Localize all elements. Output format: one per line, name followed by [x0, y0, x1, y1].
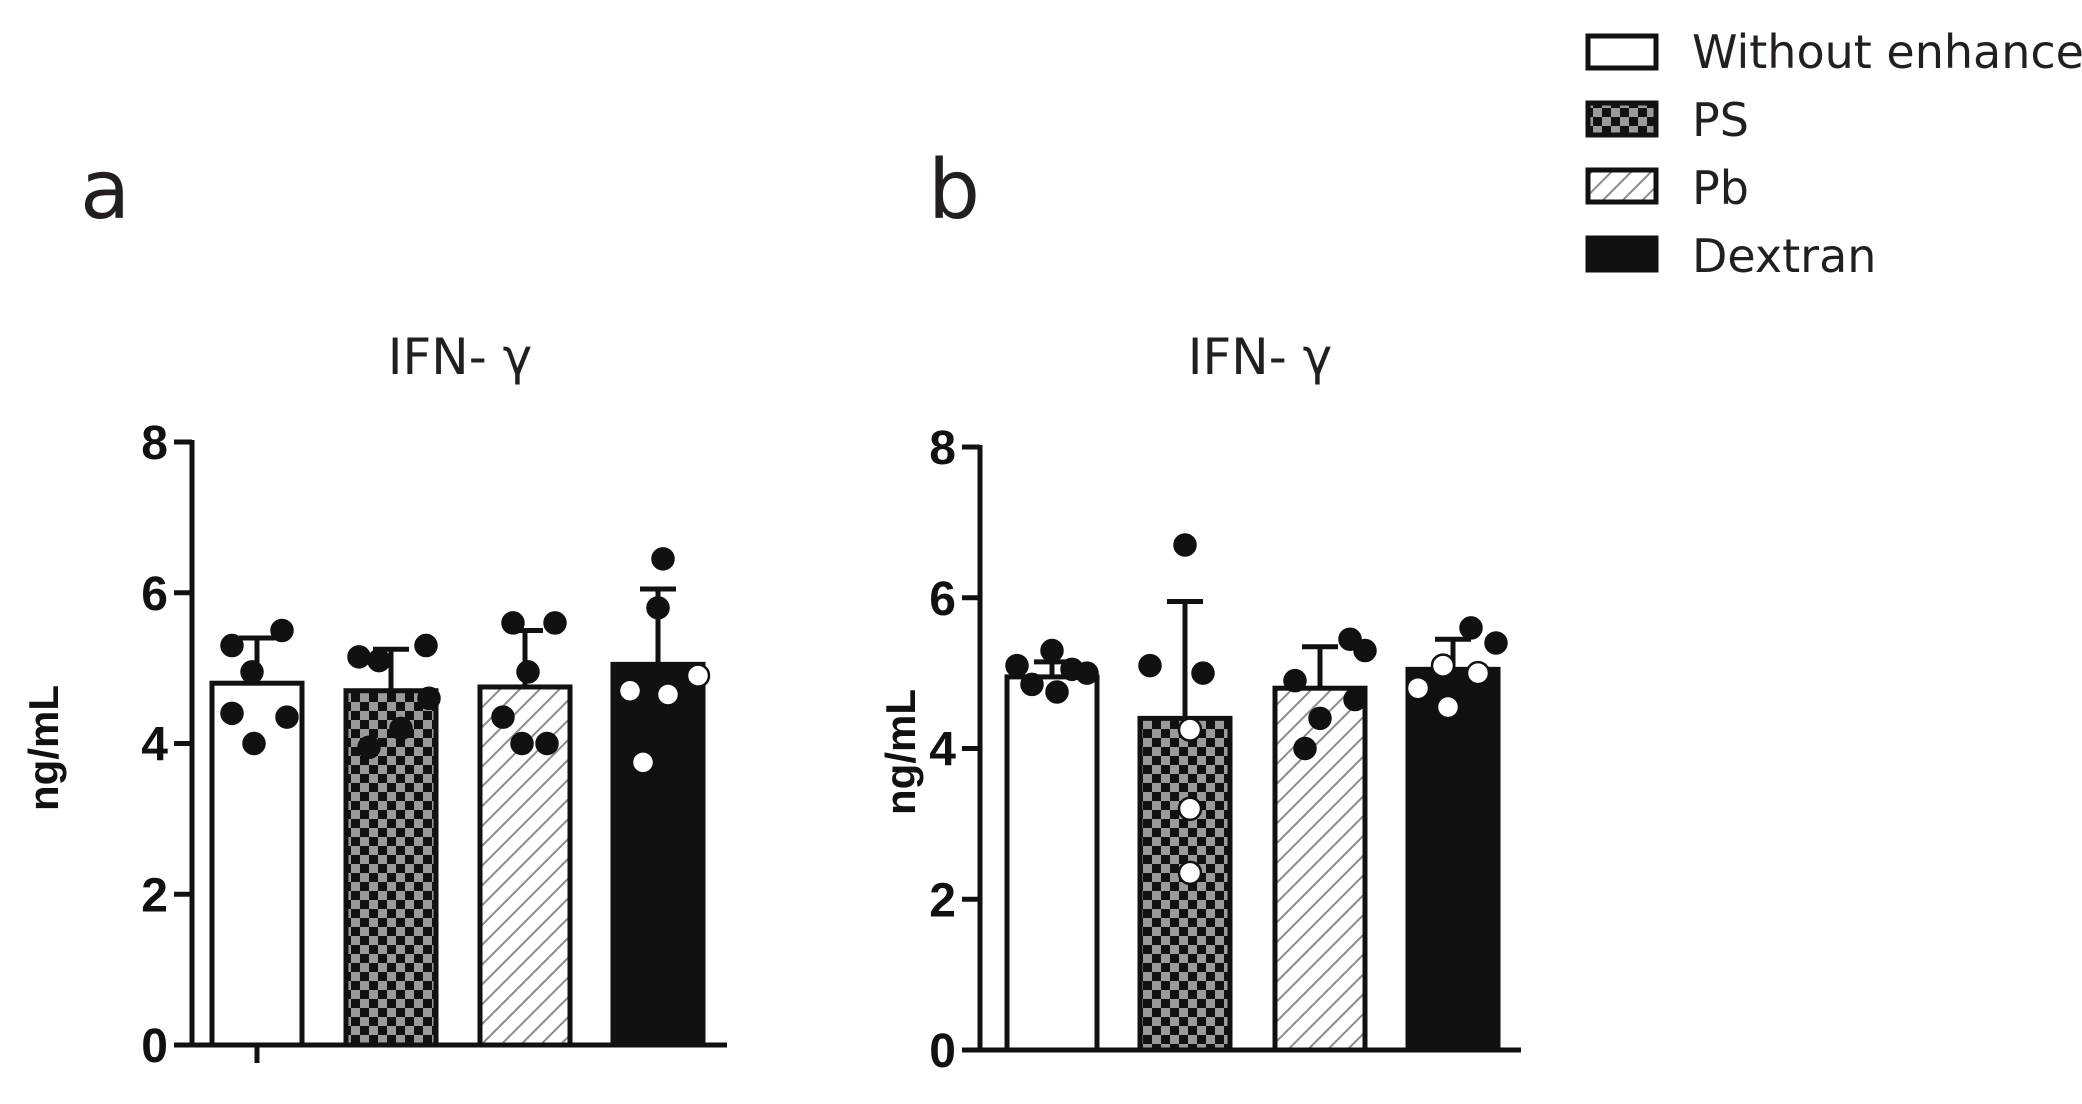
data-point	[510, 731, 534, 756]
bar	[1004, 674, 1100, 1053]
data-point	[275, 705, 299, 729]
panel-letter-b: b	[928, 143, 980, 238]
data-point	[220, 701, 244, 726]
data-point	[1177, 717, 1203, 742]
data-point	[501, 611, 525, 635]
data-point	[270, 618, 294, 643]
y-tick-label: 6	[929, 573, 956, 626]
data-point	[685, 663, 711, 688]
data-point	[1308, 706, 1332, 731]
data-point	[617, 678, 643, 703]
data-point	[1045, 680, 1069, 704]
legend-swatch-checker	[1585, 100, 1659, 138]
panel-letter-a: a	[80, 143, 130, 238]
bar	[1137, 715, 1233, 1053]
chart-panel-b: IFN- γ ng/mL 0 2 4 6 8	[877, 328, 1521, 1078]
y-tick-label: 2	[141, 869, 168, 922]
legend-swatch-white	[1585, 33, 1659, 71]
data-point	[1177, 796, 1203, 822]
data-point	[1173, 533, 1197, 557]
legend-label: Dextran	[1692, 229, 1876, 283]
data-point	[543, 611, 567, 635]
data-point	[630, 750, 656, 775]
y-tick-label: 8	[141, 417, 168, 470]
data-point	[1343, 687, 1367, 712]
data-point	[516, 660, 540, 684]
data-point	[1283, 668, 1307, 693]
data-point	[389, 716, 413, 741]
legend-item: Dextran	[1585, 229, 1876, 283]
legend: Without enhancer PS Pb Dextran	[1585, 25, 2082, 283]
data-point	[414, 633, 438, 658]
legend-label: Pb	[1692, 161, 1749, 215]
chart-title: IFN- γ	[388, 328, 532, 386]
data-point	[1353, 638, 1377, 663]
legend-swatch-hatch	[1585, 167, 1659, 205]
y-tick-label: 0	[929, 1025, 956, 1078]
chart-panel-a: IFN- γ ng/mL 0 2 4 6 8	[20, 328, 727, 1073]
data-point	[367, 648, 391, 673]
legend-label: Without enhancer	[1692, 25, 2082, 79]
y-tick-label: 0	[141, 1020, 168, 1073]
chart-title: IFN- γ	[1188, 328, 1332, 386]
data-point	[535, 731, 559, 756]
legend-swatch-black	[1585, 235, 1659, 273]
data-point	[1435, 694, 1461, 720]
y-tick-label: 2	[929, 874, 956, 927]
data-point	[491, 705, 515, 729]
data-point	[220, 633, 244, 658]
y-axis-label: ng/mL	[877, 689, 924, 815]
data-point	[1430, 653, 1456, 678]
data-point	[1005, 653, 1029, 678]
data-point	[242, 731, 266, 756]
legend-item: Pb	[1585, 161, 1749, 215]
data-point	[1177, 860, 1203, 886]
data-point	[417, 686, 441, 711]
bar	[1405, 666, 1501, 1053]
data-point	[1459, 616, 1483, 640]
data-point	[655, 682, 681, 707]
data-point	[651, 547, 675, 571]
bar	[610, 661, 706, 1048]
y-tick-label: 4	[141, 719, 168, 772]
legend-item: Without enhancer	[1585, 25, 2082, 79]
legend-item: PS	[1585, 93, 1749, 147]
y-tick-label: 4	[929, 724, 956, 777]
data-point	[1075, 661, 1099, 685]
data-point	[1293, 736, 1317, 761]
data-point	[646, 596, 670, 620]
data-point	[1020, 672, 1044, 697]
data-point	[1138, 653, 1162, 678]
y-axis-label: ng/mL	[20, 685, 67, 811]
y-tick-label: 6	[141, 568, 168, 621]
data-point	[1191, 661, 1215, 685]
data-point	[1405, 675, 1431, 701]
data-point	[347, 645, 371, 669]
legend-label: PS	[1692, 93, 1749, 147]
data-point	[1465, 660, 1491, 686]
data-point	[1040, 638, 1064, 663]
data-point	[240, 660, 264, 684]
bar	[1272, 685, 1368, 1053]
data-point	[357, 735, 381, 760]
y-tick-label: 8	[929, 422, 956, 475]
data-point	[1484, 631, 1508, 655]
